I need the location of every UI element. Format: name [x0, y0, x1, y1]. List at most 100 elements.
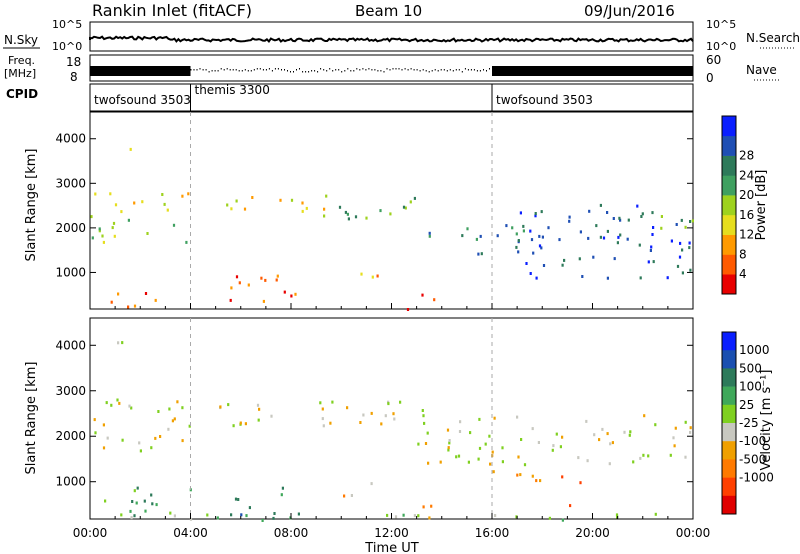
echo-cell [185, 240, 188, 244]
echo-cell [421, 293, 424, 297]
nsearch-label: N.Search [746, 31, 800, 45]
echo-cell [626, 237, 629, 241]
echo-cell [144, 292, 148, 295]
echo-cell [343, 494, 346, 498]
power-plot-frame [89, 111, 694, 310]
echo-cell [98, 229, 101, 233]
colorbar-frame [721, 115, 737, 295]
echo-cell [606, 432, 609, 436]
echo-cell [262, 299, 265, 303]
echo-cell [585, 419, 588, 423]
echo-cell [172, 223, 176, 227]
echo-cell [673, 444, 676, 448]
colorbar-swatch [722, 195, 736, 216]
echo-cell [628, 433, 631, 437]
echo-cell [90, 215, 93, 219]
colorbar-swatch [722, 386, 736, 406]
echo-cell [531, 427, 534, 431]
echo-cell [587, 236, 590, 240]
echo-cell [641, 212, 644, 216]
echo-cell [167, 427, 170, 431]
echo-cell [652, 260, 655, 264]
echo-cell [640, 215, 643, 218]
colorbar-tick-label: 500 [739, 361, 762, 375]
echo-cell [446, 428, 450, 432]
freq-dot [232, 69, 234, 71]
freq-dot [440, 69, 442, 71]
echo-cell [121, 438, 124, 442]
echo-cell [617, 235, 620, 239]
freq-dot [274, 68, 276, 70]
echo-cell [143, 499, 146, 503]
echo-cell [561, 263, 564, 267]
echo-cell [256, 403, 260, 407]
echo-cell [91, 236, 94, 240]
echo-cell [619, 233, 622, 237]
freq-dot [362, 68, 364, 70]
echo-cell [489, 462, 492, 466]
echo-cell [133, 514, 136, 518]
echo-cell [323, 214, 326, 218]
echo-cell [169, 511, 172, 515]
freq-dot [431, 70, 433, 72]
echo-cell [530, 238, 534, 242]
freq-dot [238, 70, 240, 72]
freq-dot [368, 68, 370, 70]
freq-dot [365, 69, 367, 71]
freq-dot [302, 71, 304, 73]
echo-cell [370, 482, 373, 486]
echo-cell [688, 246, 691, 250]
echo-cell [612, 217, 615, 220]
y-tick-label: 4000 [55, 132, 86, 146]
freq-dot [332, 70, 334, 72]
echo-cell [593, 433, 596, 437]
echo-cell [129, 509, 132, 513]
freq-dot [190, 69, 192, 71]
echo-cell [551, 448, 554, 452]
echo-cell [229, 298, 232, 302]
echo-cell [478, 446, 482, 450]
echo-cell [484, 442, 487, 446]
freq-dot [329, 68, 331, 70]
freq-block [90, 66, 191, 76]
freq-dot [350, 70, 352, 72]
echo-cell [681, 271, 684, 275]
colorbar-swatch [722, 116, 736, 137]
echo-cell [632, 460, 635, 464]
echo-cell [406, 308, 410, 311]
echo-cell [539, 479, 542, 483]
echo-cell [323, 207, 326, 211]
cpid-segment-label: twofsound 3503 [94, 93, 191, 107]
echo-cell [433, 298, 436, 302]
echo-cell [301, 209, 304, 213]
nave-tick-top: 60 [706, 53, 721, 67]
echo-cell [647, 260, 650, 264]
colorbar-swatch [722, 175, 736, 196]
echo-cell [393, 417, 396, 421]
echo-cell [532, 251, 535, 255]
echo-cell [181, 406, 184, 410]
nsky-line [89, 35, 694, 43]
freq-dot [268, 68, 270, 70]
velocity-panel: 1000 2000 3000 4000 [55, 317, 694, 522]
echo-cell [290, 198, 294, 202]
echo-cell [176, 400, 179, 404]
echo-cell [606, 276, 609, 280]
freq-dot [196, 69, 198, 71]
echo-cell [359, 421, 362, 424]
echo-cell [260, 276, 263, 280]
echo-cell [439, 460, 442, 464]
echo-cell [127, 305, 130, 309]
echo-cell [257, 418, 260, 422]
echo-cell [157, 410, 160, 413]
colorbar-tick-label: -100 [739, 434, 766, 448]
echo-cell [519, 211, 522, 215]
echo-cell [150, 446, 153, 450]
freq-dot [317, 71, 319, 73]
colorbar-tick-label: 100 [739, 380, 762, 394]
freq-dot [287, 70, 288, 72]
colorbar-swatch [722, 332, 736, 351]
echo-cell [523, 463, 527, 467]
echo-cell [279, 198, 282, 202]
echo-cell [234, 497, 238, 501]
